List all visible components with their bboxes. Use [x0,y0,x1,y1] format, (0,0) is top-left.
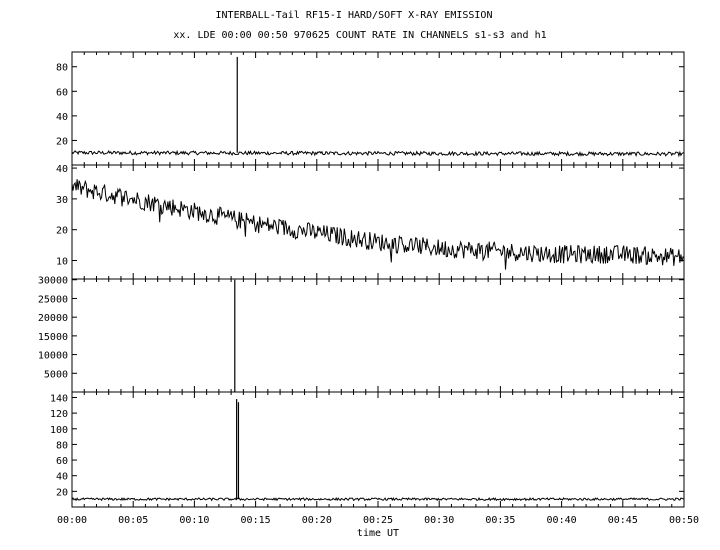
x-tick-label: 00:25 [363,515,393,526]
x-tick-label: 00:20 [302,515,332,526]
y-tick-label: 60 [56,456,68,467]
y-tick-label: 20 [56,226,68,237]
chart-title: INTERBALL-Tail RF15-I HARD/SOFT X-RAY EM… [216,10,493,21]
y-tick-label: 10 [56,257,68,268]
chart-panels: 20 40 60 80 10 20 30 40 5000 10000 15000 20000 25000… [38,51,685,508]
x-axis: 00:00 00:05 00:10 00:15 00:20 00:25 00:30 00:35… [57,515,699,526]
x-tick-label: 00:15 [241,515,271,526]
x-axis-label: time UT [357,528,399,539]
y-tick-label: 40 [56,472,68,483]
panel-2: 10 20 30 40 [56,164,685,280]
y-tick-label: 100 [50,425,68,436]
y-tick-label: 80 [56,440,68,451]
x-tick-label: 00:40 [547,515,577,526]
y-tick-label: 40 [56,112,68,123]
y-tick-label: 25000 [38,294,68,305]
y-tick-label: 20 [56,487,68,498]
x-tick-label: 00:10 [179,515,209,526]
y-tick-label: 5000 [44,369,68,380]
y-tick-label: 20000 [38,313,68,324]
y-tick-label: 30000 [38,276,68,287]
y-tick-label: 40 [56,164,68,175]
series-trace [71,179,685,270]
panel-3: 5000 10000 15000 20000 25000 30000 [38,276,685,393]
y-tick-label: 60 [56,87,68,98]
panel-frame [71,278,685,393]
x-tick-label: 00:00 [57,515,87,526]
chart-subtitle: xx. LDE 00:00 00:50 970625 COUNT RATE IN… [173,30,546,41]
panel-4: 20 40 60 80 100 120 140 [50,391,685,508]
x-tick-label: 00:50 [669,515,699,526]
x-tick-label: 00:35 [485,515,515,526]
y-tick-label: 120 [50,409,68,420]
x-tick-label: 00:05 [118,515,148,526]
x-tick-label: 00:45 [608,515,638,526]
y-tick-label: 80 [56,63,68,74]
y-tick-label: 140 [50,393,68,404]
x-tick-label: 00:30 [424,515,454,526]
y-tick-label: 10000 [38,351,68,362]
y-tick-label: 20 [56,136,68,147]
panel-1: 20 40 60 80 [56,51,685,166]
panel-frame [71,51,685,166]
y-tick-label: 30 [56,195,68,206]
series-trace [71,149,685,158]
panel-frame [71,391,685,508]
series-trace [71,497,685,502]
y-tick-label: 15000 [38,332,68,343]
